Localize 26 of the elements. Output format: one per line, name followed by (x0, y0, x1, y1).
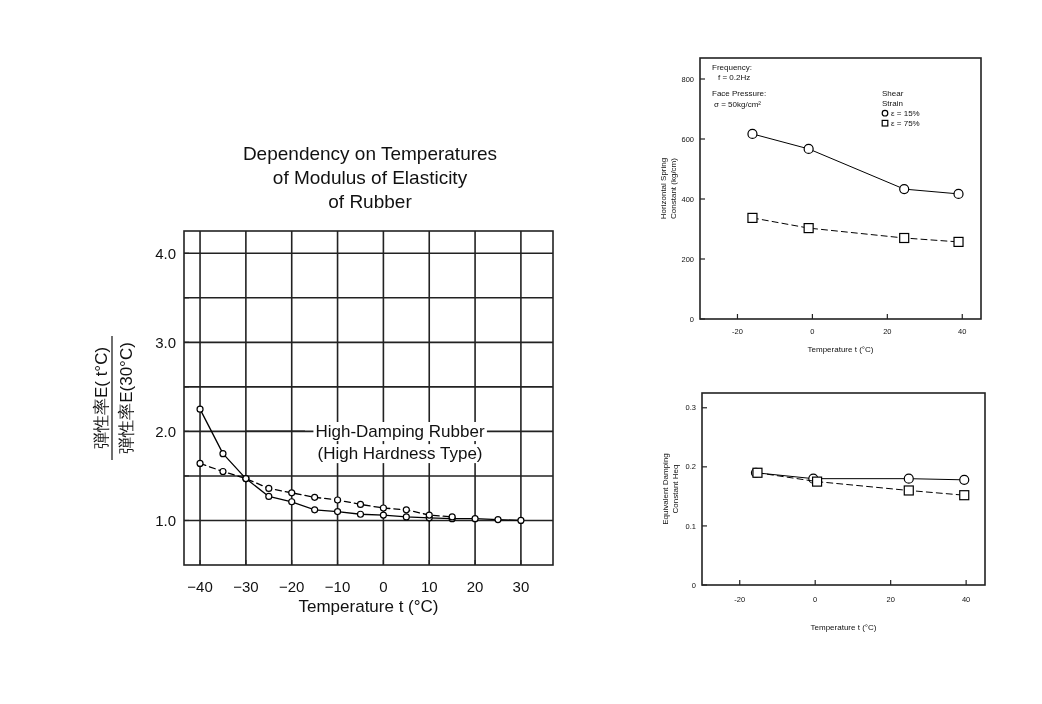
y-axis-title: Equivalent Damping Constant Heq (661, 453, 680, 525)
y-axis-title: Horizontal Spring Constant (kg/cm) (659, 157, 678, 220)
x-tick-label: 20 (466, 578, 484, 595)
chart-title: Dependency on Temperatures of Modulus of Elasticity of Rubber (242, 143, 498, 212)
x-tick-label: 10 (420, 578, 438, 595)
legend-label: ε = 75% (891, 119, 920, 128)
y-tick-label: 4.0 (155, 244, 176, 262)
x-tick-label: −20 (278, 578, 305, 595)
x-tick-label: −30 (233, 578, 259, 595)
y-tick-label: 3.0 (155, 333, 176, 351)
y-tick-label: 2.0 (155, 422, 176, 440)
y-tick-label: 1.0 (155, 511, 176, 529)
x-axis-title: Temperature t (°C) (298, 597, 439, 616)
x-tick-label: 0 (379, 578, 388, 595)
x-tick-label: −40 (187, 578, 213, 595)
x-axis-title: Temperature t (°C) (810, 623, 877, 632)
x-tick-label: −10 (324, 578, 351, 595)
annotation: f = 0.2Hz (718, 73, 751, 82)
x-axis-title: Temperature t (°C) (807, 345, 874, 354)
annotation: Face Pressure: (712, 89, 767, 98)
annotation: σ = 50kg/cm² (714, 100, 762, 109)
legend-label: ε = 15% (891, 109, 920, 118)
x-tick-label: 30 (512, 578, 530, 595)
y-axis-title: 弾性率E( t°C) 弾性率E(30°C) (92, 342, 136, 454)
annotation: High-Damping Rubber (High Hardness Type) (315, 422, 485, 464)
annotation: Frequency: (712, 63, 753, 72)
